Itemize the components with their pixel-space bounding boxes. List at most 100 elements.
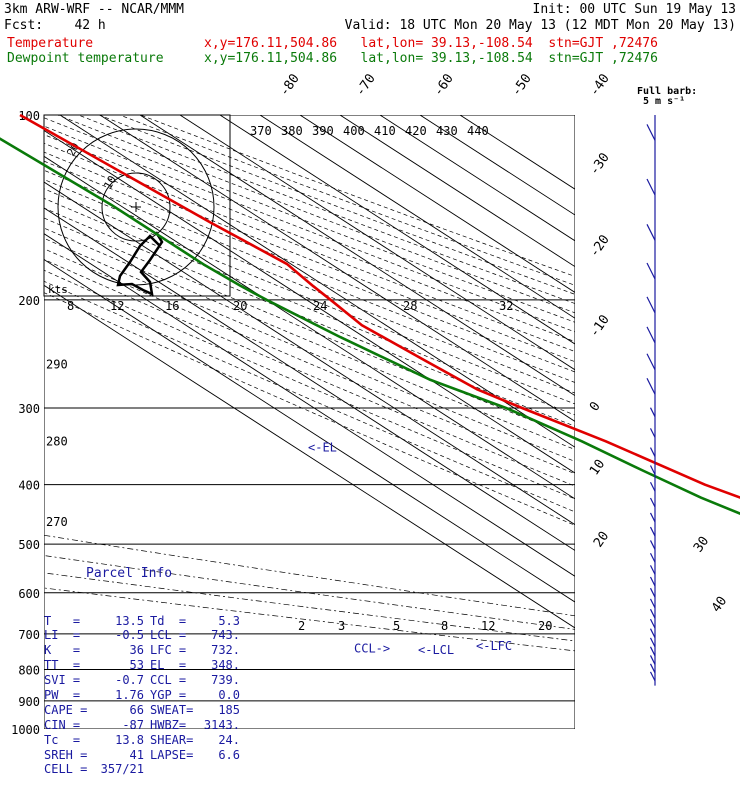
parcel-key: LAPSE= [150, 748, 193, 763]
wind-legend-units: 5 m s⁻¹ [643, 96, 685, 107]
pressure-label: 300 [18, 402, 40, 416]
wind-barb [651, 619, 656, 628]
hodograph-speed-label: 28 [403, 299, 417, 313]
theta-label: 410 [374, 124, 396, 138]
isotherm-label: -50 [509, 71, 535, 99]
parcel-key: T = [44, 614, 80, 629]
isotherm-label: 10 [587, 457, 608, 478]
isotherm [180, 115, 740, 729]
parcel-key: SVI = [44, 673, 80, 688]
parcel-key: SWEAT= [150, 703, 193, 718]
mixing-ratio-label: 12 [481, 619, 495, 633]
mixing-ratio-label: 5 [393, 619, 400, 633]
parcel-key: SHEAR= [150, 733, 193, 748]
parcel-key: CIN = [44, 718, 80, 733]
isotherm-label: -80 [277, 71, 303, 99]
pressure-label: 400 [18, 479, 40, 493]
isotherm [300, 115, 740, 729]
parcel-value: 185 [218, 703, 240, 718]
theta-label: 390 [312, 124, 334, 138]
parcel-value: -0.5 [115, 628, 144, 643]
parcel-key: CAPE = [44, 703, 87, 718]
wind-barb [651, 513, 656, 522]
wind-barb [651, 553, 656, 562]
parcel-info-title: Parcel Info [44, 567, 240, 582]
theta-label: 420 [405, 124, 427, 138]
parcel-annotation: <-LCL [418, 643, 454, 657]
parcel-info-row: CAPE = 66 SWEAT= 185 [44, 703, 240, 718]
isotherm-label: 20 [591, 529, 612, 550]
isotherm [460, 115, 740, 729]
wind-barb [651, 448, 656, 457]
wind-barb [651, 527, 656, 536]
parcel-info-row: Tc = 13.8 SHEAR= 24. [44, 733, 240, 748]
parcel-value: -87 [122, 718, 144, 733]
pressure-label: 700 [18, 628, 40, 642]
parcel-key: Td = [150, 614, 186, 629]
parcel-value: 13.8 [115, 733, 144, 748]
parcel-value: -0.7 [115, 673, 144, 688]
isotherm-label: -40 [587, 71, 613, 99]
parcel-value: 1.76 [115, 688, 144, 703]
parcel-key: PW = [44, 688, 80, 703]
wind-barb [651, 588, 656, 597]
isotherm [220, 115, 740, 729]
isotherm-label: 40 [709, 594, 730, 615]
theta-label: 380 [281, 124, 303, 138]
mixing-ratio-label: 3 [338, 619, 345, 633]
parcel-value: 357/21 [101, 762, 144, 777]
mixing-ratio-label: 20 [538, 619, 552, 633]
parcel-value: 3143. [204, 718, 240, 733]
isotherm [260, 115, 740, 729]
parcel-value: 732. [211, 643, 240, 658]
isotherm-label: -20 [587, 232, 613, 260]
isotherm-label: -30 [587, 150, 613, 178]
wind-barb [651, 609, 656, 618]
parcel-value: 13.5 [115, 614, 144, 629]
hodograph: 2010kts8121620242832 [44, 115, 513, 313]
pressure-label: 1000 [11, 723, 40, 737]
wind-barb [651, 638, 656, 647]
parcel-value: 41 [130, 748, 144, 763]
wind-barb [647, 263, 655, 279]
parcel-key: LCL = [150, 628, 186, 643]
pressure-label: 800 [18, 663, 40, 677]
wind-barb [651, 655, 656, 664]
wind-barb [651, 629, 656, 638]
parcel-key: Tc = [44, 733, 80, 748]
parcel-value: 24. [218, 733, 240, 748]
parcel-value: 739. [211, 673, 240, 688]
parcel-key: YGP = [150, 688, 186, 703]
wind-barb [647, 327, 655, 343]
wind-barb [651, 672, 656, 681]
wind-barb [651, 577, 656, 586]
height-label: 280 [46, 434, 68, 448]
height-label: 290 [46, 358, 68, 372]
wind-barbs: Full barb:5 m s⁻¹ [637, 86, 697, 686]
wind-barb [651, 482, 656, 491]
hodograph-speed-label: 32 [499, 299, 513, 313]
wind-barb [651, 408, 656, 417]
wind-barb [651, 428, 656, 437]
wind-barb [651, 565, 656, 574]
parcel-key: K = [44, 643, 80, 658]
mixing-ratio-label: 8 [441, 619, 448, 633]
wind-barb [647, 179, 655, 195]
parcel-key: CCL = [150, 673, 186, 688]
parcel-info-row: CELL =357/21 [44, 762, 240, 777]
theta-label: 440 [467, 124, 489, 138]
wind-barb [651, 664, 656, 673]
wind-barb [651, 498, 656, 507]
theta-label: 370 [250, 124, 272, 138]
parcel-annotation: CCL-> [354, 641, 390, 655]
parcel-value: 66 [130, 703, 144, 718]
parcel-key: LI = [44, 628, 80, 643]
height-label: 270 [46, 515, 68, 529]
